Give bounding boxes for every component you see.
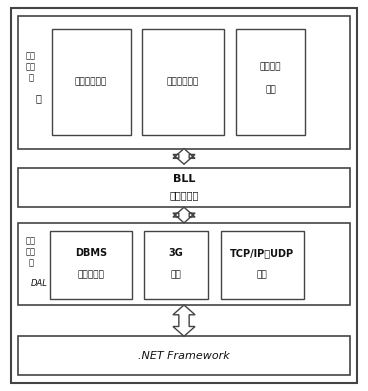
Text: .NET Framework: .NET Framework — [138, 351, 230, 361]
Bar — [221, 231, 304, 299]
Text: 实时数据显示: 实时数据显示 — [75, 77, 107, 87]
Bar — [18, 16, 350, 149]
Text: 应用
表示
层: 应用 表示 层 — [26, 51, 36, 82]
Bar — [142, 29, 224, 135]
Bar — [18, 223, 350, 305]
Bar — [18, 336, 350, 375]
Bar — [50, 231, 132, 299]
Bar — [18, 168, 350, 207]
Text: DBMS: DBMS — [75, 248, 107, 258]
Text: 二: 二 — [35, 93, 41, 103]
Text: 数据库访问: 数据库访问 — [78, 270, 105, 279]
Text: 数据
访问
层: 数据 访问 层 — [26, 237, 36, 268]
Text: 通信: 通信 — [170, 270, 181, 279]
Text: 通信: 通信 — [257, 270, 268, 279]
Text: BLL: BLL — [173, 174, 195, 184]
Polygon shape — [173, 207, 195, 223]
Polygon shape — [173, 305, 195, 336]
Text: TCP/IP、UDP: TCP/IP、UDP — [230, 248, 294, 258]
Text: 3G: 3G — [168, 248, 183, 258]
Bar — [144, 231, 208, 299]
Text: 历史数据查询: 历史数据查询 — [167, 77, 199, 87]
Text: 告警信息: 告警信息 — [260, 62, 281, 71]
Text: DAL: DAL — [31, 279, 47, 288]
Text: 业务逻辑层: 业务逻辑层 — [169, 190, 199, 200]
Polygon shape — [173, 149, 195, 164]
Bar — [236, 29, 305, 135]
Bar — [52, 29, 131, 135]
Text: 显示: 显示 — [265, 85, 276, 95]
